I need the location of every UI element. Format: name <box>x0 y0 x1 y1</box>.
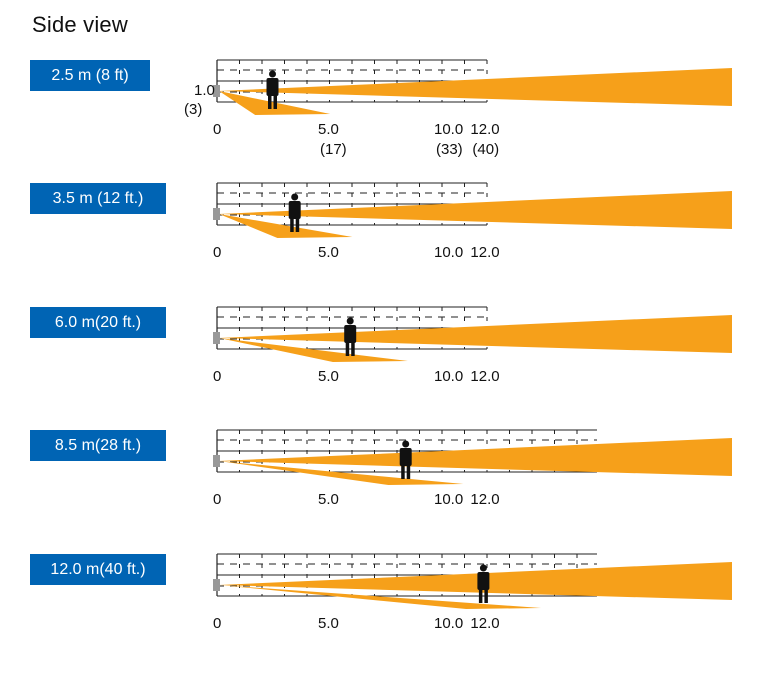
tick-label-ft: (17) <box>320 141 347 158</box>
tick-label: 10.0 <box>434 121 463 138</box>
panel-3-5m: 3.5 m (12 ft.) 0 5.0 10.0 12.0 <box>0 182 771 303</box>
side-view-diagram: 0 5.0 10.0 12.0 <box>213 182 732 261</box>
side-view-diagram: 0 5.0 10.0 12.0 <box>213 553 732 632</box>
distance-badge: 8.5 m(28 ft.) <box>30 430 166 461</box>
tick-label: 5.0 <box>318 244 339 261</box>
panel-2-5m: 2.5 m (8 ft) 0 5.0 10.0 12.0 (17) (33) (40) 1.0… <box>0 59 771 180</box>
sensor-icon <box>213 455 220 467</box>
tick-label: 10.0 <box>434 615 463 632</box>
tick-label: 5.0 <box>318 121 339 138</box>
distance-badge: 6.0 m(20 ft.) <box>30 307 166 338</box>
tick-label: 0 <box>213 368 221 385</box>
side-view-diagram: 0 5.0 10.0 12.0 (17) (33) (40) 1.0 (3) <box>184 59 732 158</box>
detection-beam-upper <box>219 315 732 353</box>
detection-beam-upper <box>219 68 732 106</box>
tick-label: 0 <box>213 121 221 138</box>
tick-label: 5.0 <box>318 368 339 385</box>
tick-label: 12.0 <box>470 121 499 138</box>
tick-label: 0 <box>213 244 221 261</box>
y-marker-sub: (3) <box>184 101 202 118</box>
tick-label: 10.0 <box>434 491 463 508</box>
y-marker-label: 1.0 <box>194 82 215 99</box>
side-view-diagram: 0 5.0 10.0 12.0 <box>213 306 732 385</box>
detection-beam-lower <box>219 585 542 609</box>
sensor-icon <box>213 85 220 97</box>
side-view-diagram: 0 5.0 10.0 12.0 <box>213 429 732 508</box>
detection-beam-lower <box>219 338 408 362</box>
tick-label: 12.0 <box>470 244 499 261</box>
tick-label: 12.0 <box>470 368 499 385</box>
sensor-icon <box>213 208 220 220</box>
tick-label: 5.0 <box>318 491 339 508</box>
sensor-icon <box>213 332 220 344</box>
person-icon <box>288 193 301 232</box>
panel-6-0m: 6.0 m(20 ft.) 0 5.0 10.0 12.0 <box>0 306 771 427</box>
tick-label: 12.0 <box>470 491 499 508</box>
tick-label: 10.0 <box>434 244 463 261</box>
detection-beam-upper <box>219 562 732 600</box>
tick-label-ft: (33) <box>436 141 463 158</box>
distance-badge: 3.5 m (12 ft.) <box>30 183 166 214</box>
person-icon <box>399 440 412 479</box>
tick-label: 10.0 <box>434 368 463 385</box>
panel-12-0m: 12.0 m(40 ft.) 0 5.0 10.0 12.0 <box>0 553 771 674</box>
detection-beam-upper <box>219 438 732 476</box>
detection-beam-lower <box>219 214 353 238</box>
tick-label: 5.0 <box>318 615 339 632</box>
distance-badge: 12.0 m(40 ft.) <box>30 554 166 585</box>
tick-label: 12.0 <box>470 615 499 632</box>
sensor-icon <box>213 579 220 591</box>
distance-badge: 2.5 m (8 ft) <box>30 60 150 91</box>
page-title: Side view <box>32 12 128 37</box>
person-icon <box>266 70 279 109</box>
tick-label-ft: (40) <box>472 141 499 158</box>
tick-label: 0 <box>213 491 221 508</box>
detection-beam-upper <box>219 191 732 229</box>
person-icon <box>477 564 490 603</box>
person-icon <box>344 317 357 356</box>
panel-8-5m: 8.5 m(28 ft.) 0 5.0 10.0 12.0 <box>0 429 771 550</box>
tick-label: 0 <box>213 615 221 632</box>
